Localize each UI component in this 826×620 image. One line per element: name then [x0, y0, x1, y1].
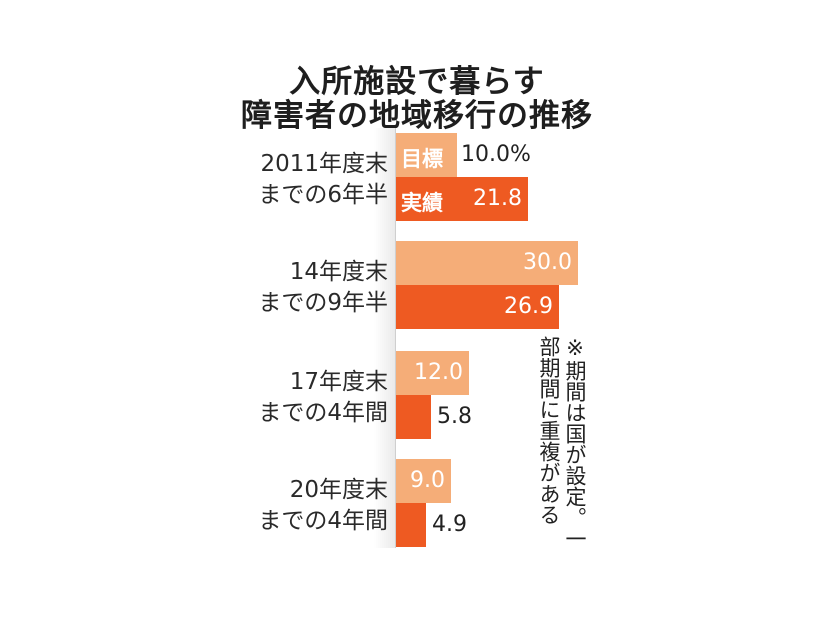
value-label: 30.0 — [523, 250, 572, 275]
category-label-line: 17年度末 — [289, 369, 388, 395]
category-label-line: までの4年間 — [258, 400, 388, 426]
legend-actual: 実績 — [401, 191, 443, 215]
footnote: ※期間は国が設定。一部期間に重複がある — [537, 336, 587, 549]
category-label-line: 14年度末 — [289, 259, 388, 285]
value-label: 4.9 — [432, 512, 467, 537]
value-label: 12.0 — [414, 360, 463, 385]
category-label-line: までの6年半 — [258, 182, 388, 208]
category-axis-line — [395, 128, 396, 548]
target-bar — [396, 459, 451, 503]
value-label: 21.8 — [473, 186, 522, 211]
value-label: 26.9 — [504, 294, 553, 319]
actual-bar — [396, 177, 528, 221]
value-label: 10.0% — [461, 142, 531, 167]
chart-title-line-2: 障害者の地域移行の推移 — [241, 98, 593, 134]
category-label: 2011年度末 までの6年半 — [258, 149, 388, 211]
chart-title-line-1: 入所施設で暮らす — [289, 64, 545, 100]
target-bar — [396, 241, 578, 285]
category-label: 17年度末までの4年間 — [258, 367, 388, 429]
actual-bar — [396, 285, 559, 329]
category-label: 14年度末までの9年半 — [258, 257, 388, 319]
legend-target: 目標 — [401, 147, 443, 171]
value-label: 9.0 — [410, 468, 445, 493]
actual-bar — [396, 395, 431, 439]
category-label: 20年度末までの4年間 — [258, 475, 388, 537]
value-label: 5.8 — [437, 404, 472, 429]
category-label-line: までの9年半 — [258, 290, 388, 316]
actual-bar — [396, 503, 426, 547]
category-label-line: 20年度末 — [289, 477, 388, 503]
category-label-line: 2011年度末 — [260, 151, 388, 177]
target-bar — [396, 351, 469, 395]
target-bar — [396, 133, 457, 177]
category-label-line: までの4年間 — [258, 508, 388, 534]
axis-shadow — [374, 128, 396, 548]
